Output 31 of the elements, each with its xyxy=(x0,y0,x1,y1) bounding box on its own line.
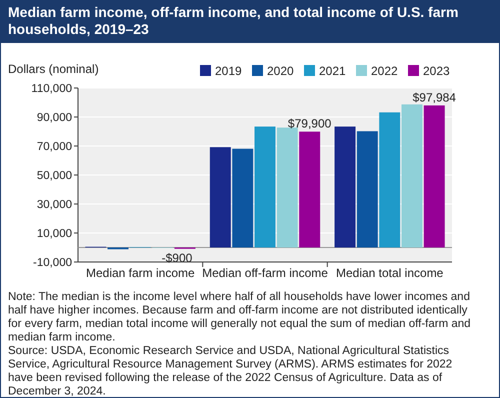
y-tick-label: 30,000 xyxy=(36,199,72,211)
legend-label: 2019 xyxy=(215,64,242,78)
data-label: $97,984 xyxy=(412,90,456,104)
x-tick-label: Median total income xyxy=(336,266,444,280)
y-tick-label: 110,000 xyxy=(31,83,72,95)
y-axis-title: Dollars (nominal) xyxy=(8,62,99,76)
bar xyxy=(424,105,445,248)
bar xyxy=(210,147,231,248)
bar xyxy=(356,131,378,248)
y-tick-label: 90,000 xyxy=(36,112,72,124)
source-note: Source: USDA, Economic Research Service and USDA, National Agricultural Statistics Service, Agricultural Resource Management Survey (ARMS). ARMS estimates for 2022 have been revised following the release of the 2022 Census of Agriculture. Data as of December 3, 2024. xyxy=(8,345,452,398)
x-tick-label: Median farm income xyxy=(86,266,196,280)
bar xyxy=(401,104,422,248)
legend-label: 2023 xyxy=(423,64,450,78)
data-label: $79,900 xyxy=(288,116,332,131)
legend-label: 2022 xyxy=(371,64,398,78)
y-tick-label: -10,000 xyxy=(32,257,72,269)
legend-label: 2020 xyxy=(267,64,294,78)
bar xyxy=(276,128,298,248)
y-tick-label: 70,000 xyxy=(36,141,72,153)
y-tick-label: 50,000 xyxy=(36,170,72,182)
bar xyxy=(379,112,400,248)
x-tick-label: Median off-farm income xyxy=(202,266,328,280)
bar xyxy=(254,126,276,248)
text: Note: The median is the income level where half of all households have lower incomes and half have higher incomes. Because farm and off-farm income are not distributed identically for every farm, median total income will generally not equal the sum of median off-farm and median farm income. xyxy=(8,291,471,344)
bar xyxy=(232,148,254,248)
bar xyxy=(299,132,320,248)
chart-title: Median farm income, off-farm income, and total income of U.S. farm households, 2019–23 xyxy=(8,4,458,37)
y-tick-label: 10,000 xyxy=(36,228,72,240)
bar xyxy=(334,126,356,248)
legend-label: 2021 xyxy=(319,64,346,78)
